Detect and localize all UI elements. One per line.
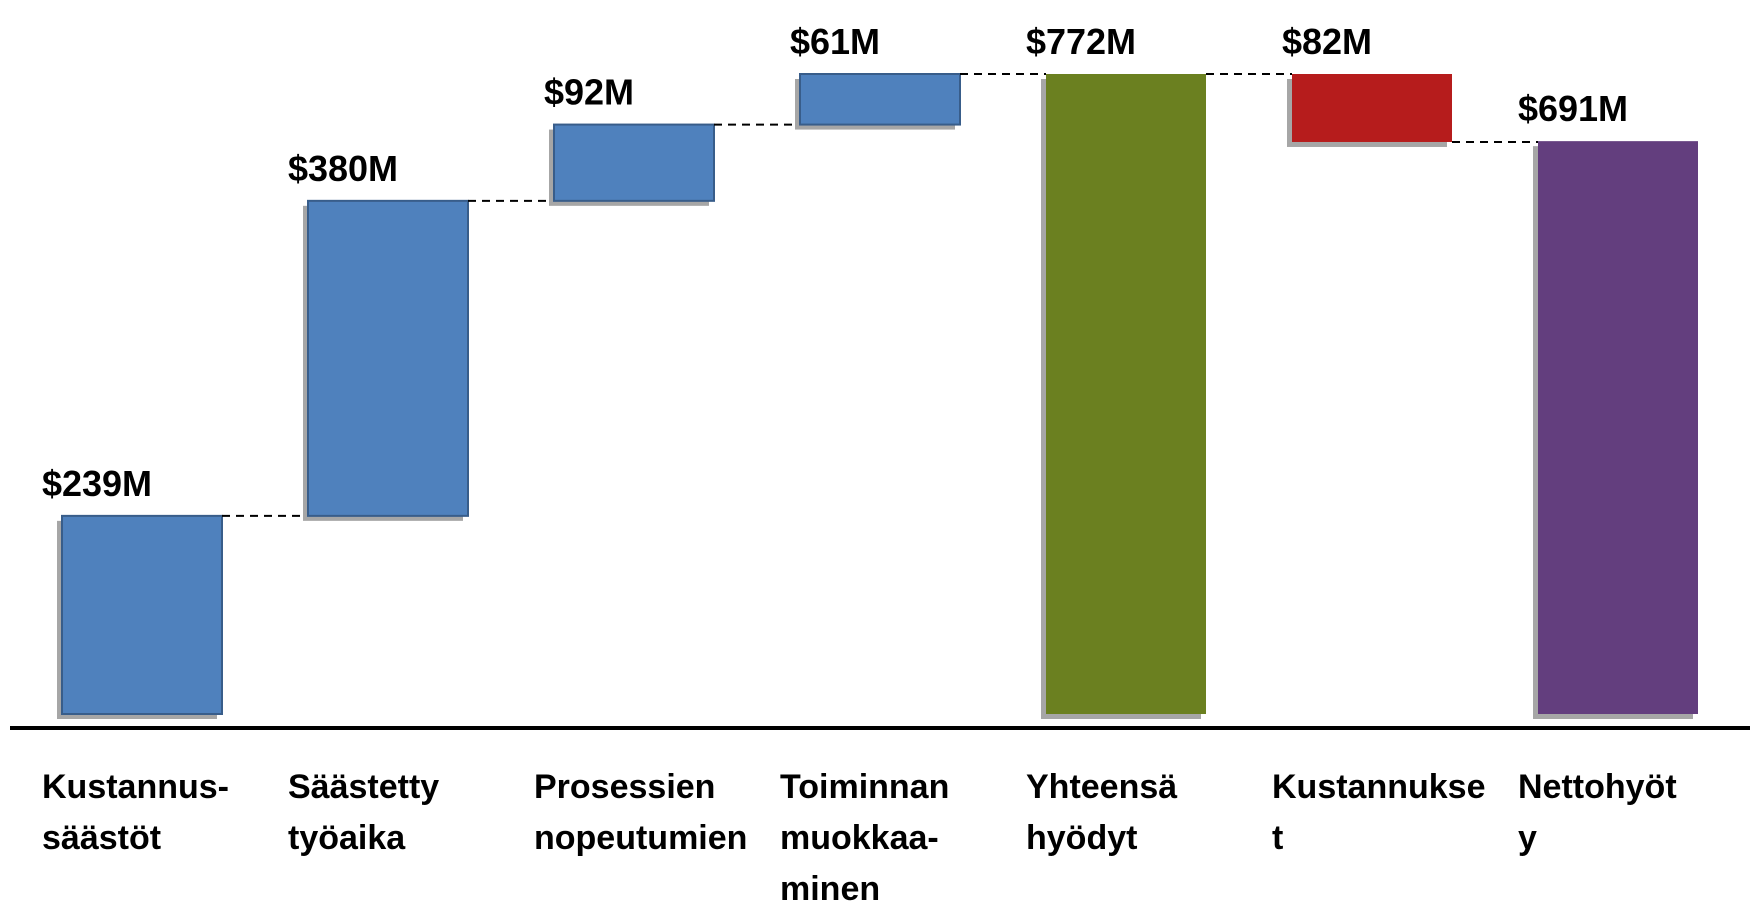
value-label: $380M xyxy=(288,148,398,189)
x-tick-label: Kustannus- säästöt xyxy=(42,768,229,857)
x-tick-label: Säästetty työaika xyxy=(288,768,440,857)
bar xyxy=(553,123,715,202)
bar xyxy=(307,199,469,517)
value-label: $239M xyxy=(42,463,152,504)
x-tick-label: Yhteensä hyödyt xyxy=(1026,768,1178,857)
bar xyxy=(1538,141,1698,714)
value-label: $92M xyxy=(544,72,634,113)
x-tick-label: Toiminnan muokkaa- minen xyxy=(780,768,950,908)
bar xyxy=(1292,74,1452,142)
value-label: $82M xyxy=(1282,21,1372,62)
x-tick-label: Prosessien nopeutumien xyxy=(534,768,748,857)
x-tick-label: Nettohyöt y xyxy=(1518,768,1677,857)
value-label: $772M xyxy=(1026,21,1136,62)
x-tick-label: Kustannukse t xyxy=(1272,768,1486,857)
value-label: $691M xyxy=(1518,88,1628,129)
bar xyxy=(1046,74,1206,714)
bar xyxy=(61,514,223,716)
value-label: $61M xyxy=(790,21,880,62)
bar xyxy=(799,73,961,126)
